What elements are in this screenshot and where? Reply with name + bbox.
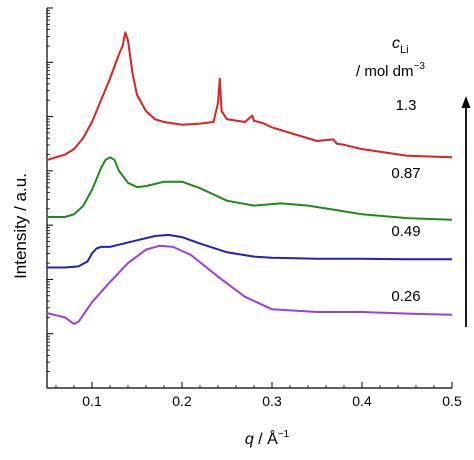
x-tick-label: 0.5 — [442, 393, 462, 409]
plot-frame — [46, 7, 452, 389]
series-lines — [46, 31, 453, 325]
x-tick-label: 0.4 — [352, 393, 372, 409]
series-line-1_3 — [46, 31, 453, 161]
series-labels: 1.3 0.87 0.49 0.26 — [391, 97, 420, 305]
series-label-0_49: 0.49 — [391, 223, 420, 240]
x-tick-label: 0.1 — [82, 393, 102, 409]
series-label-0_26: 0.26 — [391, 288, 420, 305]
x-tick-label: 0.2 — [172, 393, 192, 409]
series-line-0_26 — [46, 244, 453, 325]
series-line-0_87 — [47, 156, 453, 221]
series-label-0_87: 0.87 — [391, 165, 420, 182]
y-axis-label: Intensity / a.u. — [11, 173, 30, 279]
x-axis-ticks: 0.1 0.2 0.3 0.4 0.5 — [55, 382, 462, 409]
x-axis-label: q / Å−1 — [245, 429, 290, 448]
legend-title-symbol: cLi — [392, 35, 409, 56]
series-label-1_3: 1.3 — [396, 97, 417, 114]
concentration-arrow — [461, 96, 471, 327]
series-line-0_49 — [47, 233, 452, 269]
legend-title-unit: / mol dm−3 — [356, 61, 425, 80]
x-tick-label: 0.3 — [262, 393, 282, 409]
